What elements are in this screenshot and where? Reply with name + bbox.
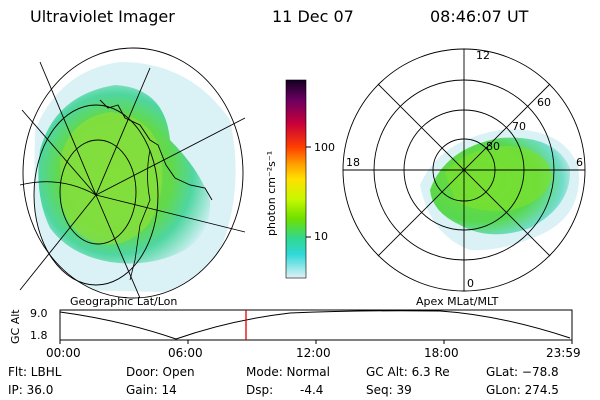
mlt-label-12: 12 (476, 49, 490, 62)
xtick-0600: 06:00 (168, 346, 203, 360)
status-gain: Gain: 14 (126, 383, 177, 397)
date-label: 11 Dec 07 (272, 7, 354, 26)
instrument-title: Ultraviolet Imager (30, 7, 175, 26)
status-flt: Flt: LBHL (8, 365, 62, 379)
mlat-label-80: 80 (486, 140, 500, 153)
colorbar-tick-10: 10 (314, 230, 328, 243)
altitude-plot (59, 309, 573, 344)
colorbar-tick-100: 100 (314, 141, 335, 154)
mlat-label-70: 70 (512, 120, 526, 133)
polar-grid (342, 48, 586, 292)
altitude-curve (59, 310, 571, 340)
mlt-label-18: 18 (346, 156, 360, 169)
status-ip: IP: 36.0 (8, 383, 54, 397)
altitude-ytick-low: 1.8 (30, 329, 48, 342)
status-glon: GLon: 274.5 (486, 383, 559, 397)
altitude-ylabel: GC Alt (9, 309, 22, 344)
mlt-label-0: 0 (467, 277, 474, 290)
polar-panel (342, 48, 586, 292)
status-glat: GLat: −78.8 (486, 365, 559, 379)
time-label: 08:46:07 UT (430, 7, 529, 26)
geo-grid (19, 47, 246, 299)
status-gc-alt: GC Alt: 6.3 Re (366, 365, 450, 379)
mlat-label-60: 60 (537, 96, 551, 109)
status-dsp-value: -4.4 (300, 383, 324, 397)
colorbar-unit-label: photon cm⁻²s⁻¹ (265, 150, 278, 236)
status-door: Door: Open (126, 365, 195, 379)
status-mode: Mode: Normal (246, 365, 330, 379)
xtick-2359: 23:59 (546, 346, 581, 360)
polar-caption: Apex MLat/MLT (416, 295, 499, 308)
status-seq: Seq: 39 (366, 383, 412, 397)
altitude-ytick-high: 9.0 (30, 307, 48, 320)
xtick-0000: 00:00 (46, 346, 81, 360)
geo-greenland-coast (99, 99, 213, 201)
geo-coast-east (129, 149, 151, 281)
geo-caption: Geographic Lat/Lon (70, 295, 178, 308)
xtick-1800: 18:00 (424, 346, 459, 360)
xtick-1200: 12:00 (296, 346, 331, 360)
colorbar (285, 79, 311, 279)
geo-panel (29, 62, 236, 292)
mlt-label-6: 6 (576, 156, 583, 169)
geo-aurora-core (60, 112, 163, 245)
status-dsp: Dsp: (246, 383, 274, 397)
